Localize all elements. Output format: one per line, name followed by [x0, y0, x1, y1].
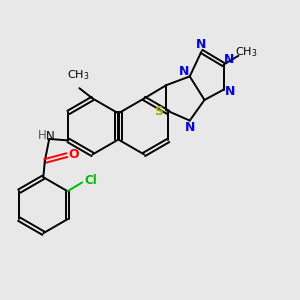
- Text: N: N: [225, 85, 235, 98]
- Text: N: N: [184, 121, 195, 134]
- Text: O: O: [68, 148, 79, 161]
- Text: Cl: Cl: [84, 173, 97, 187]
- Text: S: S: [154, 105, 163, 118]
- Text: N: N: [179, 64, 190, 78]
- Text: H: H: [38, 129, 47, 142]
- Text: N: N: [46, 130, 55, 143]
- Text: N: N: [196, 38, 207, 51]
- Text: CH$_3$: CH$_3$: [235, 45, 258, 59]
- Text: N: N: [224, 53, 234, 66]
- Text: CH$_3$: CH$_3$: [67, 68, 89, 82]
